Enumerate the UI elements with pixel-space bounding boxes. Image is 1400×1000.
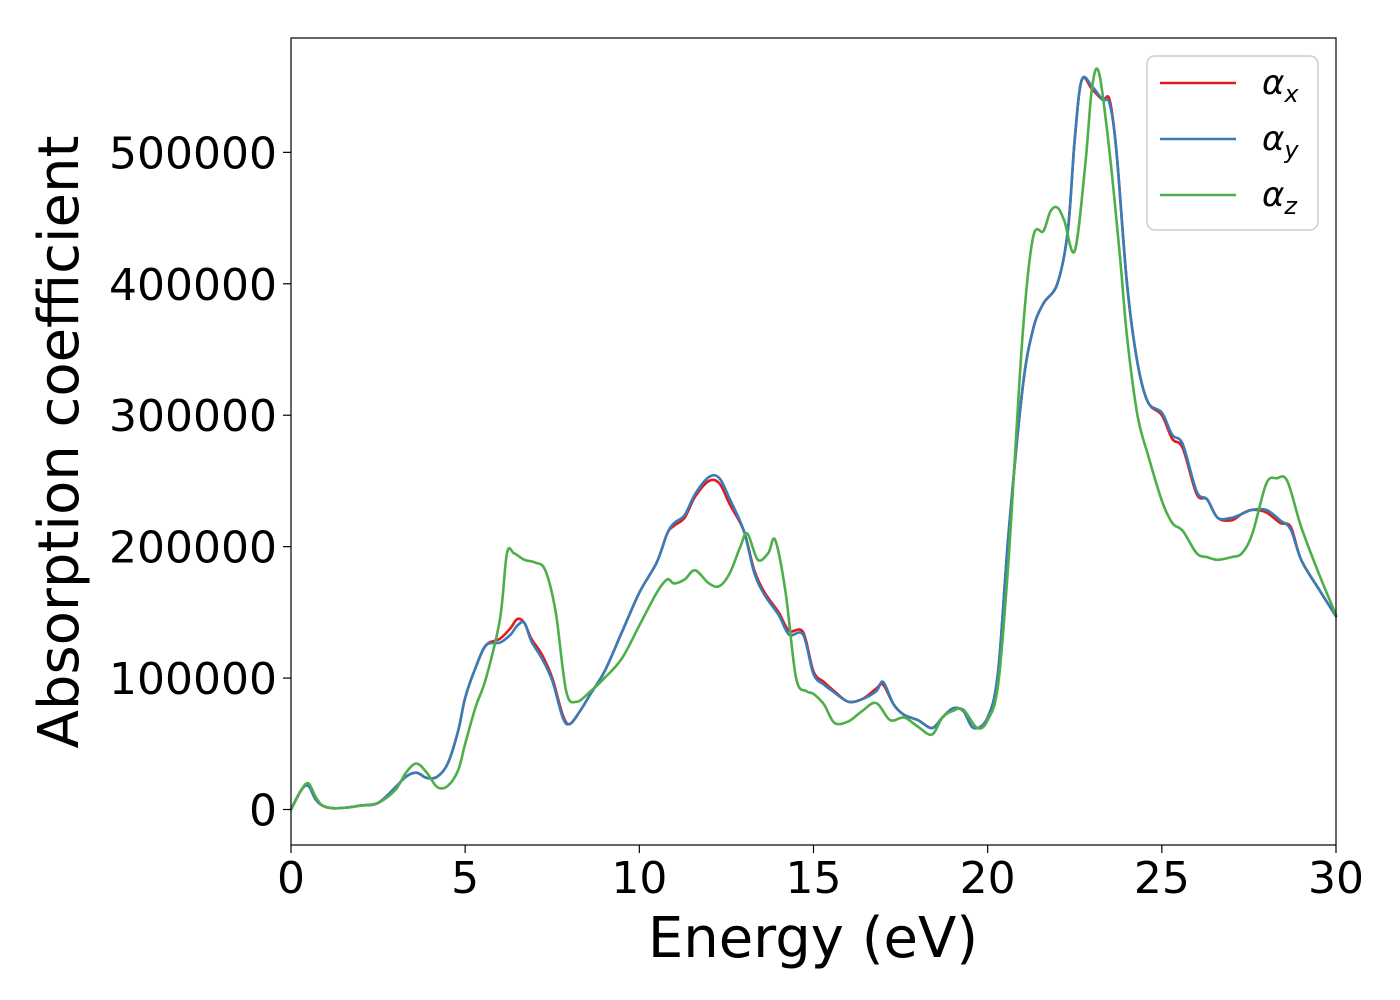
- legend-label-subscript: x: [1283, 80, 1299, 108]
- y-axis-ticks: 0 100000 200000 300000 400000 500000: [109, 128, 291, 837]
- legend-label-subscript: z: [1283, 192, 1298, 220]
- series-line-y: [289, 75, 1338, 811]
- legend-box: [1146, 55, 1319, 231]
- x-axis-ticks: 0 5 10 15 20 25 30: [277, 845, 1364, 904]
- y-axis-title: Absorption coefficient: [27, 136, 92, 749]
- y-tick-label: 200000: [109, 523, 277, 574]
- series-line-z: [289, 67, 1338, 811]
- legend-label-base: α: [1262, 119, 1284, 159]
- x-tick-label: 30: [1308, 853, 1364, 904]
- legend-label-base: α: [1262, 63, 1284, 103]
- x-axis-title: Energy (eV): [648, 906, 978, 971]
- x-tick-label: 25: [1134, 853, 1190, 904]
- legend-label-subscript: y: [1283, 136, 1299, 164]
- y-tick-label: 500000: [109, 128, 277, 179]
- y-tick-label: 300000: [109, 391, 277, 442]
- legend-label-y: αy: [1262, 119, 1299, 164]
- legend-label-z: αz: [1262, 175, 1298, 220]
- legend-label-base: α: [1262, 175, 1284, 215]
- x-tick-label: 0: [277, 853, 305, 904]
- x-tick-label: 5: [451, 853, 479, 904]
- x-tick-label: 15: [786, 853, 842, 904]
- series-layer: [289, 67, 1338, 811]
- x-tick-label: 20: [960, 853, 1016, 904]
- y-tick-label: 100000: [109, 654, 277, 705]
- x-tick-label: 10: [611, 853, 667, 904]
- y-tick-label: 0: [249, 786, 277, 837]
- legend-label-x: αx: [1262, 63, 1299, 108]
- y-tick-label: 400000: [109, 260, 277, 311]
